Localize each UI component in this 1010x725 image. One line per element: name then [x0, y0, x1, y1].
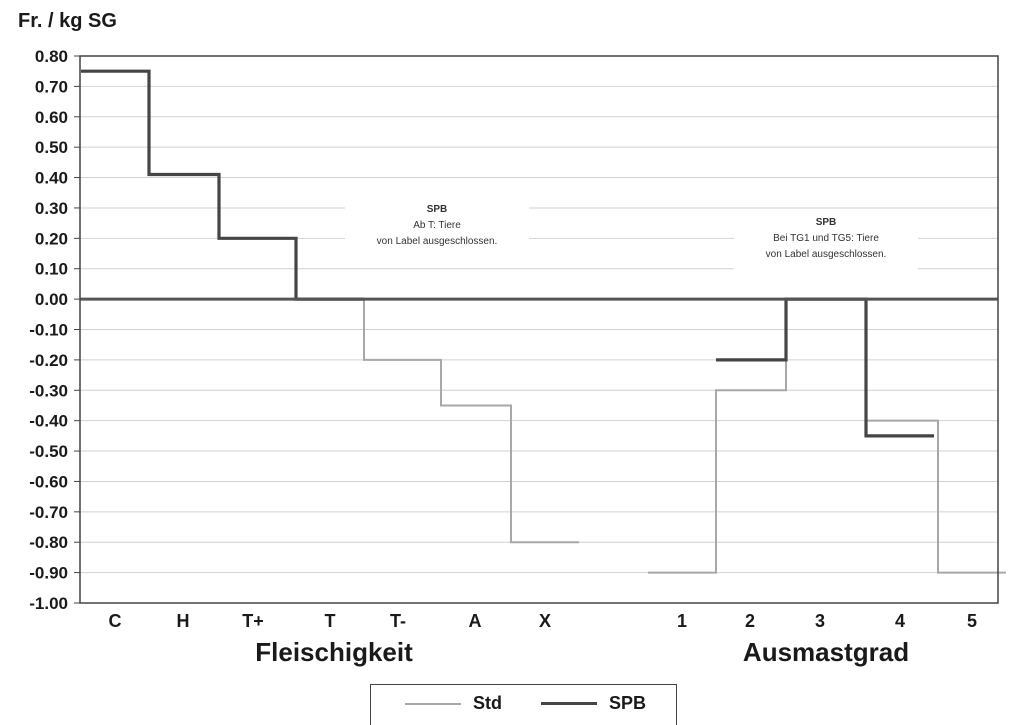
y-tick-label: 0.60 — [35, 108, 68, 127]
group-label: Ausmastgrad — [743, 637, 909, 667]
x-tick-label: T- — [390, 611, 406, 631]
y-tick-label: 0.20 — [35, 229, 68, 248]
x-tick-label: 5 — [967, 611, 977, 631]
series-line-spb — [716, 297, 934, 438]
x-tick-label: 1 — [677, 611, 687, 631]
y-tick-label: -0.10 — [29, 321, 68, 340]
y-tick-label: -0.90 — [29, 564, 68, 583]
y-tick-label: 0.10 — [35, 260, 68, 279]
y-tick-label: 0.00 — [35, 290, 68, 309]
y-tick-label: 0.40 — [35, 169, 68, 188]
annotation-line: Ab T: Tiere — [413, 220, 461, 231]
annotation-line: Bei TG1 und TG5: Tiere — [773, 233, 879, 244]
plot-frame — [79, 55, 999, 604]
y-tick-label: -0.20 — [29, 351, 68, 370]
y-tick-label: -0.50 — [29, 442, 68, 461]
y-tick-label: 0.80 — [35, 47, 68, 66]
legend: Std SPB — [370, 684, 677, 725]
series-line-std — [81, 70, 579, 544]
y-tick-label: -1.00 — [29, 594, 68, 613]
annotations: SPB Ab T: Tiere von Label ausgeschlossen. S… — [345, 198, 918, 271]
y-tick-label: -0.30 — [29, 381, 68, 400]
y-axis-title: Fr. / kg SG — [18, 10, 117, 32]
x-tick-labels: C H T+ T T- A X 1 2 3 4 5 — [109, 611, 978, 631]
annotation-line: von Label ausgeschlossen. — [766, 249, 887, 260]
annotation-bg — [734, 211, 918, 271]
y-tick-label: 0.50 — [35, 138, 68, 157]
annotation-line: SPB — [427, 204, 448, 215]
x-tick-label: T — [325, 611, 336, 631]
y-tick-labels: 0.80 0.70 0.60 0.50 0.40 0.30 0.20 0.10 0.00 -0.1… — [29, 47, 80, 613]
x-tick-label: T+ — [242, 611, 264, 631]
x-tick-label: A — [469, 611, 482, 631]
legend-swatch-std — [405, 702, 461, 705]
legend-swatch-spb — [541, 702, 597, 705]
annotation-line: SPB — [816, 217, 837, 228]
annotation-bg — [345, 198, 529, 258]
legend-item-std: Std — [405, 693, 502, 714]
grid — [80, 55, 998, 604]
x-tick-label: 4 — [895, 611, 905, 631]
y-tick-label: 0.30 — [35, 199, 68, 218]
series-line-std — [648, 298, 1006, 574]
x-tick-label: 3 — [815, 611, 825, 631]
group-labels: Fleischigkeit Ausmastgrad — [255, 637, 909, 667]
x-tick-label: H — [177, 611, 190, 631]
x-tick-label: C — [109, 611, 122, 631]
series-lines — [81, 69, 1006, 574]
legend-label-std: Std — [473, 693, 502, 713]
y-tick-label: 0.70 — [35, 77, 68, 96]
annotation-line: von Label ausgeschlossen. — [377, 236, 498, 247]
y-tick-label: -0.40 — [29, 412, 68, 431]
x-tick-label: X — [539, 611, 551, 631]
series-line-spb — [81, 69, 364, 301]
group-label: Fleischigkeit — [255, 637, 413, 667]
x-tick-label: 2 — [745, 611, 755, 631]
legend-item-spb: SPB — [541, 693, 646, 714]
legend-label-spb: SPB — [609, 693, 647, 713]
y-tick-label: -0.80 — [29, 533, 68, 552]
y-tick-label: -0.60 — [29, 472, 68, 491]
y-tick-label: -0.70 — [29, 503, 68, 522]
